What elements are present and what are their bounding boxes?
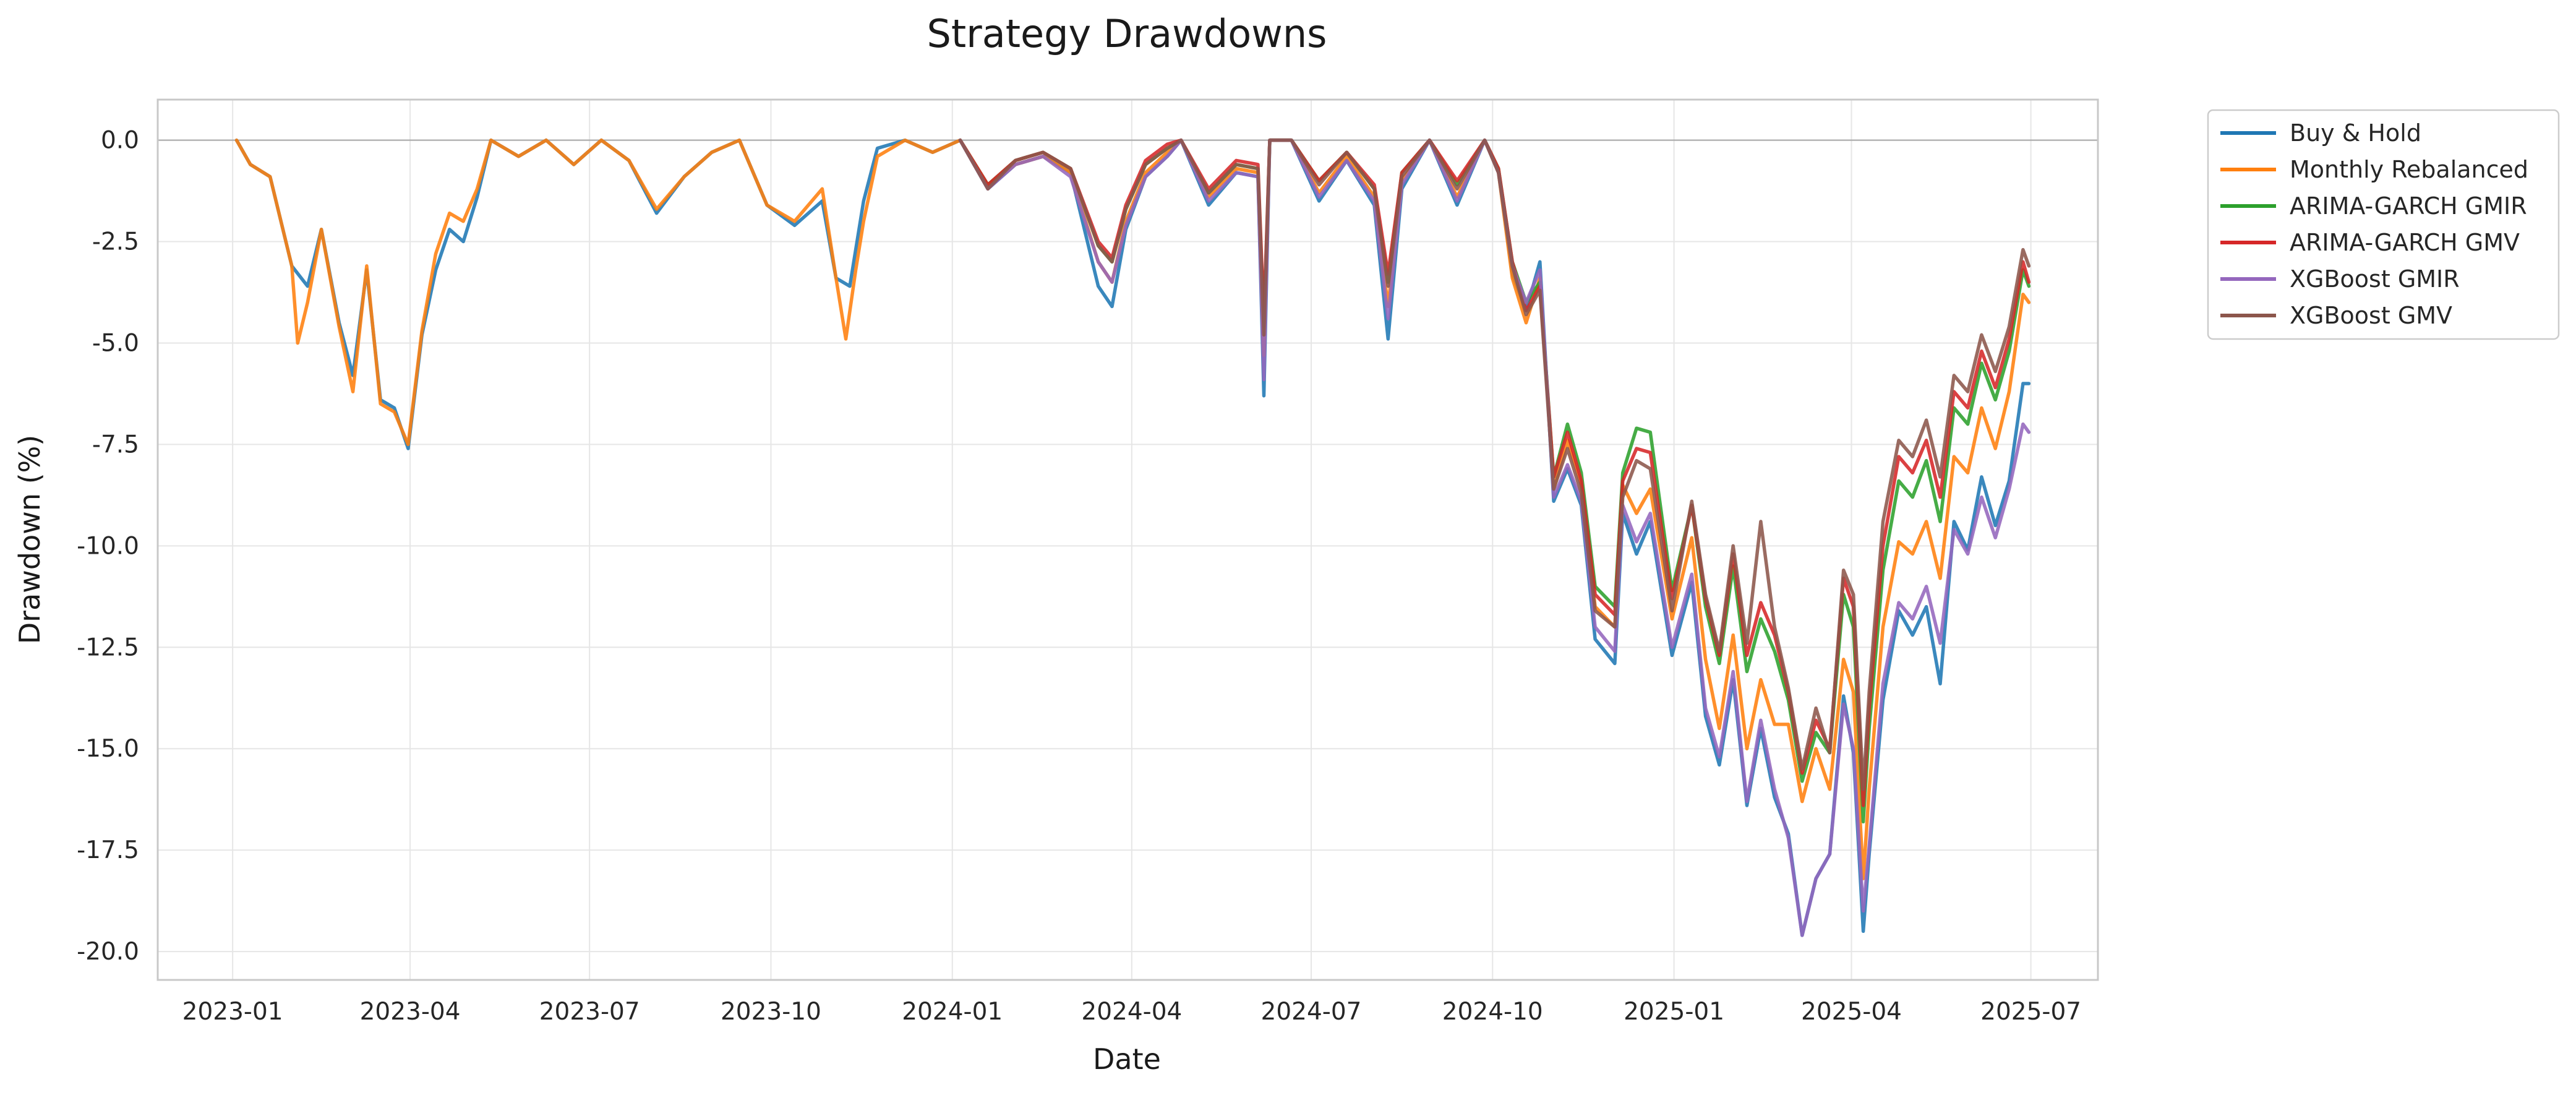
legend-label: ARIMA-GARCH GMIR (2290, 192, 2527, 220)
x-tick-label: 2023-10 (721, 998, 821, 1026)
y-axis-label: Drawdown (%) (13, 435, 46, 645)
x-tick-label: 2024-04 (1081, 998, 1182, 1026)
x-tick-label: 2023-04 (360, 998, 461, 1026)
x-tick-labels: 2023-01 2023-04 2023-07 2023-10 2024-01 2024-… (182, 998, 2081, 1026)
legend-label: Buy & Hold (2290, 119, 2421, 147)
y-tick-label: -20.0 (77, 938, 139, 966)
legend-label: Monthly Rebalanced (2290, 156, 2528, 183)
legend-label: ARIMA-GARCH GMV (2290, 229, 2520, 256)
x-axis-label: Date (1093, 1042, 1161, 1076)
y-tick-labels: 0.0 -2.5 -5.0 -7.5 -10.0 -12.5 -15.0 -17.5 -20.0 (77, 127, 139, 966)
series-layer (234, 138, 2031, 937)
x-tick-label: 2024-10 (1442, 998, 1543, 1026)
legend: Buy & Hold Monthly Rebalanced ARIMA-GARCH … (2207, 109, 2560, 340)
x-tick-label: 2025-01 (1624, 998, 1724, 1026)
x-tick-label: 2023-07 (539, 998, 640, 1026)
x-tick-label: 2024-07 (1261, 998, 1362, 1026)
series-line-xgboost-gmir (958, 138, 2031, 937)
y-tick-label: -5.0 (92, 329, 139, 357)
series-line-xgboost-gmv (958, 138, 2031, 791)
chart-title: Strategy Drawdowns (927, 11, 1327, 56)
legend-label: XGBoost GMV (2290, 302, 2452, 329)
x-tick-label: 2025-07 (1980, 998, 2081, 1026)
y-tick-label: -7.5 (92, 431, 139, 458)
y-tick-label: -17.5 (77, 836, 139, 864)
legend-items: Buy & Hold Monthly Rebalanced ARIMA-GARCH … (2220, 119, 2528, 329)
y-tick-label: -2.5 (92, 228, 139, 256)
y-tick-label: 0.0 (101, 127, 139, 155)
x-tick-label: 2025-04 (1801, 998, 1902, 1026)
x-tick-label: 2023-01 (182, 998, 283, 1026)
legend-label: XGBoost GMIR (2290, 265, 2460, 293)
legend-frame (2207, 109, 2560, 340)
plot-frame (156, 98, 2099, 981)
grid-layer (158, 100, 2098, 980)
y-tick-label: -12.5 (77, 633, 139, 661)
y-tick-label: -10.0 (77, 532, 139, 560)
x-tick-label: 2024-01 (902, 998, 1003, 1026)
y-tick-label: -15.0 (77, 735, 139, 763)
